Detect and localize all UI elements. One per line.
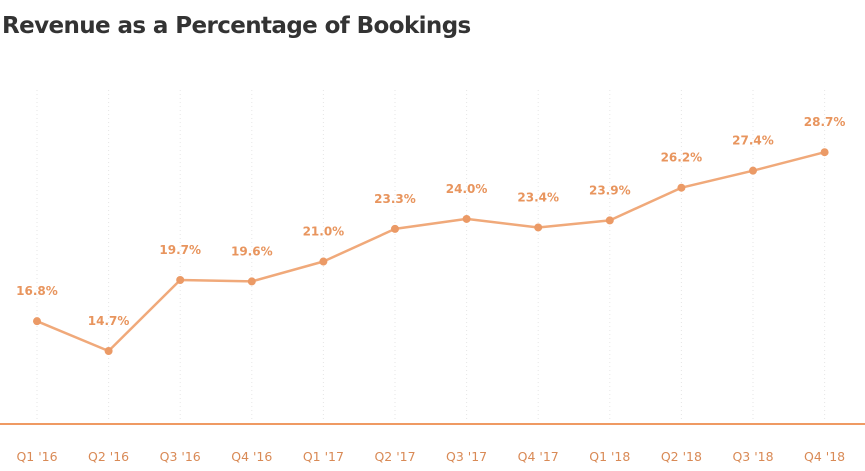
data-point bbox=[176, 276, 185, 284]
data-label: 23.3% bbox=[374, 192, 416, 206]
x-tick-label: Q1 '16 bbox=[16, 449, 57, 464]
data-point bbox=[677, 183, 686, 192]
data-point bbox=[534, 223, 543, 232]
x-tick-label: Q4 '17 bbox=[518, 449, 559, 464]
x-tick-label: Q4 '16 bbox=[231, 449, 272, 464]
data-label: 16.8% bbox=[16, 284, 58, 298]
data-point bbox=[391, 224, 399, 233]
x-tick-label: Q1 '18 bbox=[589, 449, 630, 464]
data-label: 28.7% bbox=[804, 115, 846, 129]
grid-lines bbox=[36, 90, 826, 422]
data-point bbox=[33, 317, 41, 326]
data-points bbox=[33, 148, 829, 355]
series-line bbox=[35, 150, 826, 353]
data-point bbox=[605, 216, 614, 225]
data-label: 26.2% bbox=[661, 151, 703, 165]
data-label: 21.0% bbox=[303, 225, 345, 239]
x-tick-label: Q2 '17 bbox=[374, 449, 415, 464]
data-point bbox=[462, 214, 471, 223]
x-tick-labels: Q1 '16 Q2 '16 Q3 '16 Q4 '16 Q1 '17 Q2 '17 Q3 '… bbox=[16, 449, 845, 464]
data-label: 19.6% bbox=[231, 244, 273, 258]
data-point bbox=[749, 166, 757, 175]
x-tick-label: Q2 '18 bbox=[661, 449, 702, 464]
x-tick-label: Q3 '17 bbox=[446, 449, 487, 464]
x-tick-label: Q4 '18 bbox=[804, 449, 845, 464]
data-labels: 16.8% 14.7% 19.7% 19.6% 21.0% 23.3% 24.0% 23.4%… bbox=[16, 115, 845, 328]
data-label: 14.7% bbox=[88, 314, 130, 328]
x-tick-label: Q3 '16 bbox=[160, 449, 201, 464]
data-label: 24.0% bbox=[446, 182, 488, 196]
data-point bbox=[820, 148, 829, 157]
data-label: 23.4% bbox=[517, 190, 559, 204]
x-tick-label: Q3 '18 bbox=[732, 449, 773, 464]
data-point bbox=[319, 257, 328, 266]
x-tick-label: Q2 '16 bbox=[88, 449, 129, 464]
data-point bbox=[247, 277, 256, 286]
x-tick-label: Q1 '17 bbox=[303, 449, 344, 464]
data-label: 23.9% bbox=[589, 183, 631, 197]
chart-title: Revenue as a Percentage of Bookings bbox=[2, 13, 471, 39]
data-label: 27.4% bbox=[732, 134, 774, 148]
data-point bbox=[104, 347, 113, 355]
data-label: 19.7% bbox=[159, 243, 201, 257]
